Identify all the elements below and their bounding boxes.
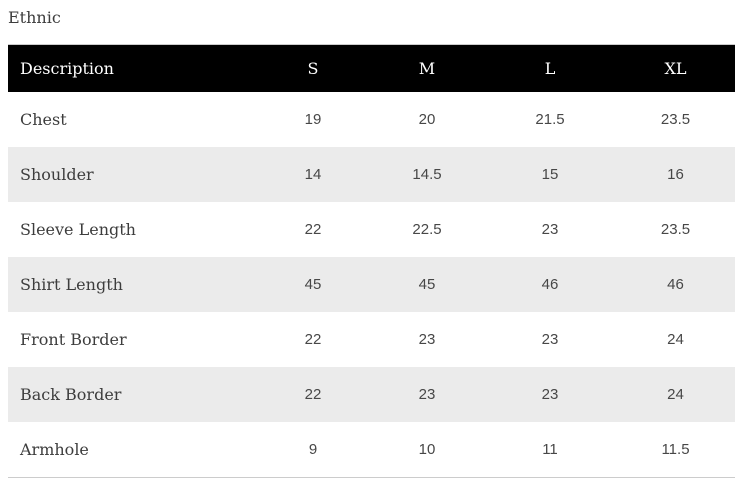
size-value-cell: 24 [667,331,684,348]
size-value-cell: 14.5 [412,166,442,183]
table-row: Chest 19 20 21.5 23.5 [8,92,735,147]
size-value-cell: 22.5 [412,221,442,238]
table-row: Front Border 22 23 23 24 [8,312,735,367]
table-header-row: Description S M L XL [8,44,735,92]
size-value-cell: 46 [541,276,559,293]
size-value-cell: 22 [304,386,322,403]
size-value-cell: 46 [667,276,684,293]
row-label: Shoulder [20,165,94,184]
size-value-cell: 20 [418,111,436,128]
size-value-cell: 11.5 [661,441,690,458]
table-row: Back Border 22 23 23 24 [8,367,735,422]
size-value-cell: 23 [541,221,559,238]
table-row: Shirt Length 45 45 46 46 [8,257,735,312]
row-label: Chest [20,110,67,129]
table-body: Chest 19 20 21.5 23.5 Shoulder 14 14.5 15 16 Sleev… [8,92,735,478]
size-value-cell: 22 [304,221,322,238]
size-value-cell: 23 [418,331,436,348]
row-label: Armhole [20,440,89,459]
size-value-cell: 23 [541,331,559,348]
row-label: Front Border [20,330,127,349]
size-value-cell: 16 [667,166,684,183]
column-header-description: Description [8,44,256,92]
size-value-cell: 23.5 [660,111,691,128]
page-title: Ethnic [8,8,61,27]
row-label: Sleeve Length [20,220,136,239]
size-value-cell: 23 [418,386,436,403]
size-value-cell: 23.5 [660,221,691,238]
size-value-cell: 24 [667,386,684,403]
column-header-size-xl: XL [616,44,735,92]
size-value-cell: 10 [418,441,436,458]
row-label: Back Border [20,385,122,404]
column-header-size-l: L [484,44,616,92]
size-value-cell: 45 [304,276,322,293]
size-value-cell: 11 [542,441,558,458]
table-row: Sleeve Length 22 22.5 23 23.5 [8,202,735,257]
column-header-size-s: S [256,44,370,92]
row-label: Shirt Length [20,275,123,294]
size-value-cell: 15 [541,166,559,183]
column-header-size-m: M [370,44,484,92]
size-value-cell: 22 [304,331,322,348]
size-value-cell: 19 [304,111,322,128]
table-row: Shoulder 14 14.5 15 16 [8,147,735,202]
size-value-cell: 23 [541,386,559,403]
size-value-cell: 21.5 [535,111,565,128]
size-value-cell: 45 [418,276,436,293]
table-row: Armhole 9 10 11 11.5 [8,422,735,478]
size-value-cell: 14 [304,166,322,183]
size-value-cell: 9 [308,441,318,458]
size-chart-table: Description S M L XL Chest 19 20 21.5 23.5 Sh… [8,44,735,478]
